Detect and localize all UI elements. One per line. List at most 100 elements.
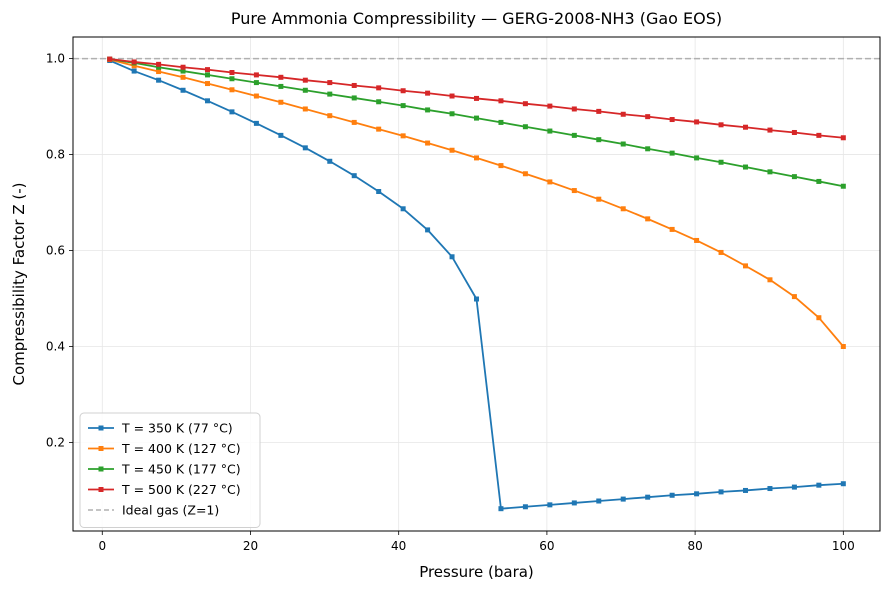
data-point <box>645 146 651 152</box>
data-point <box>694 237 700 243</box>
x-tick-label: 40 <box>391 539 406 553</box>
data-point <box>474 155 479 161</box>
data-point <box>791 129 797 135</box>
data-point <box>229 76 235 82</box>
data-point <box>474 115 479 121</box>
data-point <box>425 227 431 233</box>
data-point <box>645 114 651 120</box>
data-point <box>131 59 137 65</box>
data-point <box>253 72 259 78</box>
data-point <box>376 99 382 105</box>
data-point <box>400 103 406 109</box>
data-point <box>522 504 528 510</box>
data-point <box>449 147 455 153</box>
data-point <box>376 189 382 195</box>
data-point <box>547 502 553 508</box>
x-tick-label: 80 <box>687 539 702 553</box>
data-point <box>571 500 577 506</box>
data-point <box>156 69 162 75</box>
data-point <box>522 124 528 130</box>
data-point <box>302 87 308 93</box>
data-point <box>180 74 186 80</box>
data-point <box>180 68 186 74</box>
data-point <box>596 108 602 114</box>
data-point <box>278 132 284 138</box>
legend-marker <box>98 425 104 431</box>
data-point <box>547 179 553 185</box>
y-tick-label: 0.2 <box>46 435 65 449</box>
data-point <box>645 216 651 222</box>
legend-label: T = 500 K (227 °C) <box>121 482 241 497</box>
y-tick-label: 0.8 <box>46 148 65 162</box>
data-point <box>791 294 797 300</box>
y-tick-label: 0.6 <box>46 244 65 258</box>
data-point <box>107 56 113 62</box>
data-point <box>327 91 333 97</box>
legend-entry: Ideal gas (Z=1) <box>88 503 219 518</box>
data-point <box>669 117 675 123</box>
series-layer <box>107 56 846 512</box>
data-point <box>474 95 479 101</box>
data-point <box>571 132 577 138</box>
data-point <box>743 164 748 170</box>
y-tick-label: 1.0 <box>46 52 65 66</box>
data-point <box>816 132 822 138</box>
data-point <box>816 178 822 184</box>
data-point <box>522 171 528 177</box>
x-axis-title: Pressure (bara) <box>419 563 534 581</box>
legend-entry: T = 400 K (127 °C) <box>88 441 241 456</box>
data-point <box>498 98 504 104</box>
data-point <box>351 82 357 88</box>
legend-entry: T = 350 K (77 °C) <box>88 421 233 436</box>
data-point <box>694 491 700 497</box>
data-point <box>718 159 724 165</box>
data-point <box>767 486 773 492</box>
data-point <box>694 155 700 161</box>
data-point <box>620 111 626 117</box>
data-point <box>474 296 479 302</box>
data-point <box>718 122 724 128</box>
data-point <box>840 481 846 487</box>
legend-label: T = 350 K (77 °C) <box>121 421 233 436</box>
x-tick-label: 0 <box>98 539 106 553</box>
data-point <box>327 113 333 119</box>
data-point <box>840 135 846 141</box>
data-point <box>131 68 137 74</box>
data-point <box>205 67 210 73</box>
data-point <box>278 99 284 105</box>
data-point <box>449 111 455 117</box>
legend-label: T = 400 K (127 °C) <box>121 441 241 456</box>
grid <box>73 37 880 531</box>
data-point <box>449 254 455 260</box>
data-point <box>327 158 333 164</box>
data-point <box>131 63 137 69</box>
data-point <box>205 98 210 104</box>
legend-label: Ideal gas (Z=1) <box>122 503 219 518</box>
data-point <box>596 137 602 143</box>
legend-label: T = 450 K (177 °C) <box>121 462 241 477</box>
data-point <box>791 484 797 490</box>
y-axis-title: Compressibility Factor Z (-) <box>10 182 28 385</box>
x-tick-label: 20 <box>243 539 258 553</box>
data-point <box>620 206 626 212</box>
data-point <box>376 85 382 91</box>
legend-marker <box>98 466 104 472</box>
data-point <box>205 72 210 78</box>
legend-entry: T = 450 K (177 °C) <box>88 462 241 477</box>
data-point <box>620 141 626 147</box>
data-point <box>669 226 675 232</box>
axis-ticks: 0 20 40 60 80 100 0.2 0.4 0.6 0.8 1.0 <box>46 52 855 553</box>
data-point <box>571 188 577 194</box>
data-point <box>743 124 748 130</box>
data-point <box>596 196 602 202</box>
data-point <box>767 127 773 133</box>
data-point <box>205 81 210 87</box>
data-point <box>816 315 822 321</box>
data-point <box>302 145 308 151</box>
data-point <box>767 169 773 175</box>
chart-title: Pure Ammonia Compressibility — GERG-2008… <box>231 9 722 28</box>
data-point <box>718 489 724 495</box>
data-point <box>351 95 357 101</box>
data-point <box>425 90 431 96</box>
data-point <box>547 128 553 134</box>
